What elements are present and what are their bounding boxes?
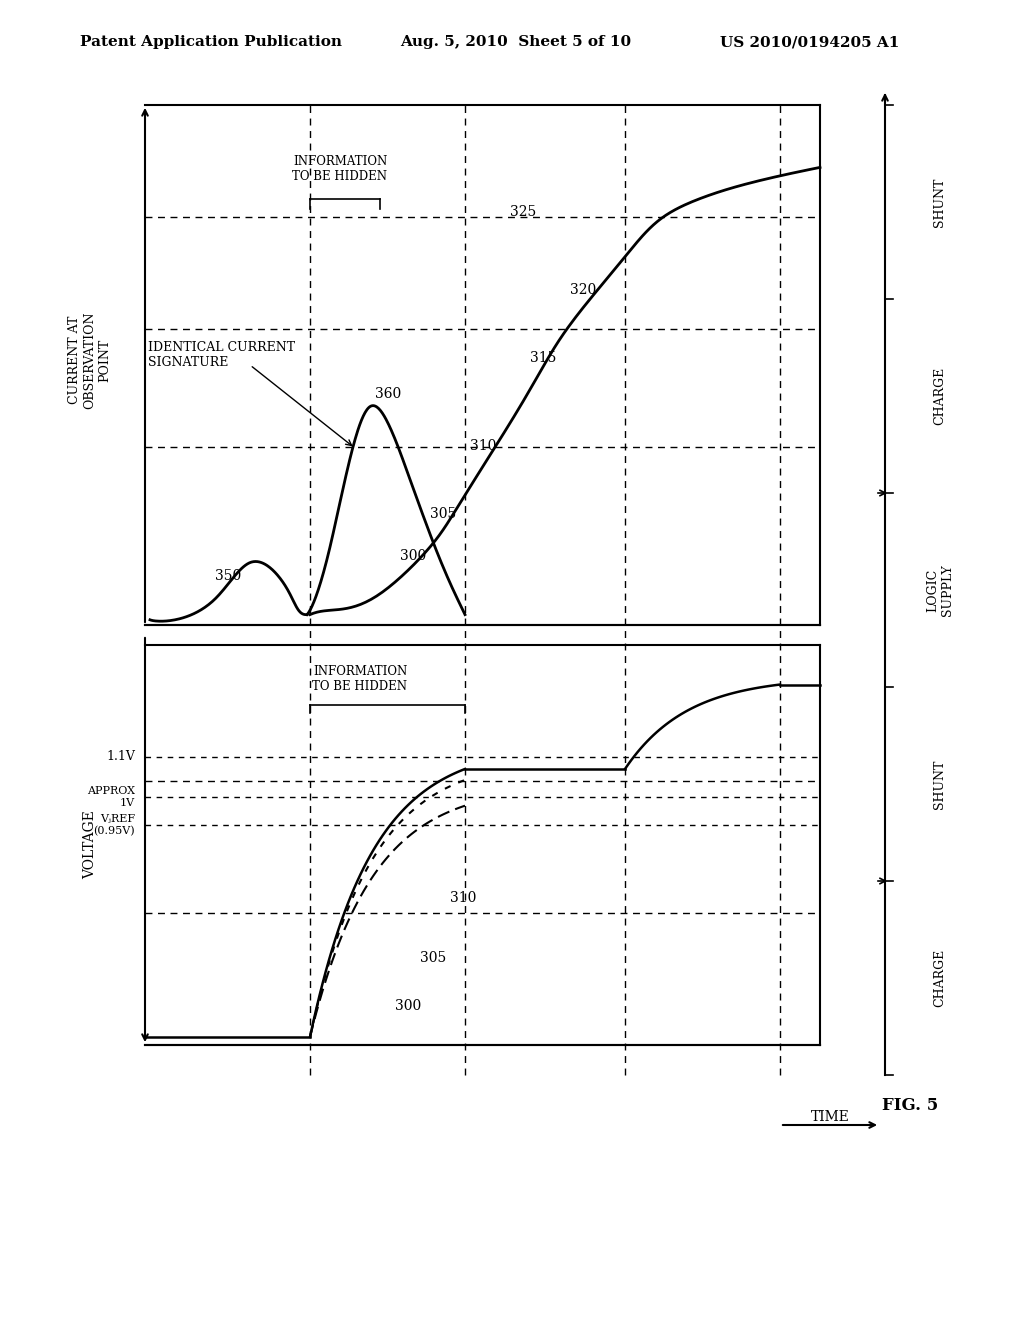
Text: Aug. 5, 2010  Sheet 5 of 10: Aug. 5, 2010 Sheet 5 of 10	[400, 36, 631, 49]
Text: LOGIC
SUPPLY: LOGIC SUPPLY	[926, 564, 954, 616]
Text: VⱼREF
(0.95V): VⱼREF (0.95V)	[93, 814, 135, 836]
Text: SHUNT: SHUNT	[934, 759, 946, 809]
Text: 305: 305	[430, 507, 457, 521]
Text: CURRENT AT
OBSERVATION
POINT: CURRENT AT OBSERVATION POINT	[69, 312, 112, 409]
Text: 320: 320	[570, 284, 596, 297]
Text: 300: 300	[400, 549, 426, 562]
Text: US 2010/0194205 A1: US 2010/0194205 A1	[720, 36, 899, 49]
Text: SHUNT: SHUNT	[934, 177, 946, 227]
Text: 310: 310	[450, 891, 476, 906]
Text: 350: 350	[215, 569, 242, 583]
Text: INFORMATION
TO BE HIDDEN: INFORMATION TO BE HIDDEN	[293, 154, 387, 183]
Text: 1.1V: 1.1V	[106, 751, 135, 763]
Text: 360: 360	[375, 387, 401, 401]
Text: FIG. 5: FIG. 5	[882, 1097, 938, 1114]
Text: IDENTICAL CURRENT
SIGNATURE: IDENTICAL CURRENT SIGNATURE	[148, 341, 295, 368]
Text: 310: 310	[470, 440, 497, 453]
Text: 305: 305	[420, 950, 446, 965]
Text: 300: 300	[395, 999, 421, 1012]
Text: INFORMATION
TO BE HIDDEN: INFORMATION TO BE HIDDEN	[312, 665, 408, 693]
Text: TIME: TIME	[811, 1110, 850, 1125]
Text: Patent Application Publication: Patent Application Publication	[80, 36, 342, 49]
Text: CHARGE: CHARGE	[934, 367, 946, 425]
Text: APPROX
1V: APPROX 1V	[87, 787, 135, 808]
Text: VOLTAGE: VOLTAGE	[83, 810, 97, 879]
Text: 325: 325	[510, 206, 537, 219]
Text: CHARGE: CHARGE	[934, 949, 946, 1007]
Text: 315: 315	[530, 351, 556, 366]
